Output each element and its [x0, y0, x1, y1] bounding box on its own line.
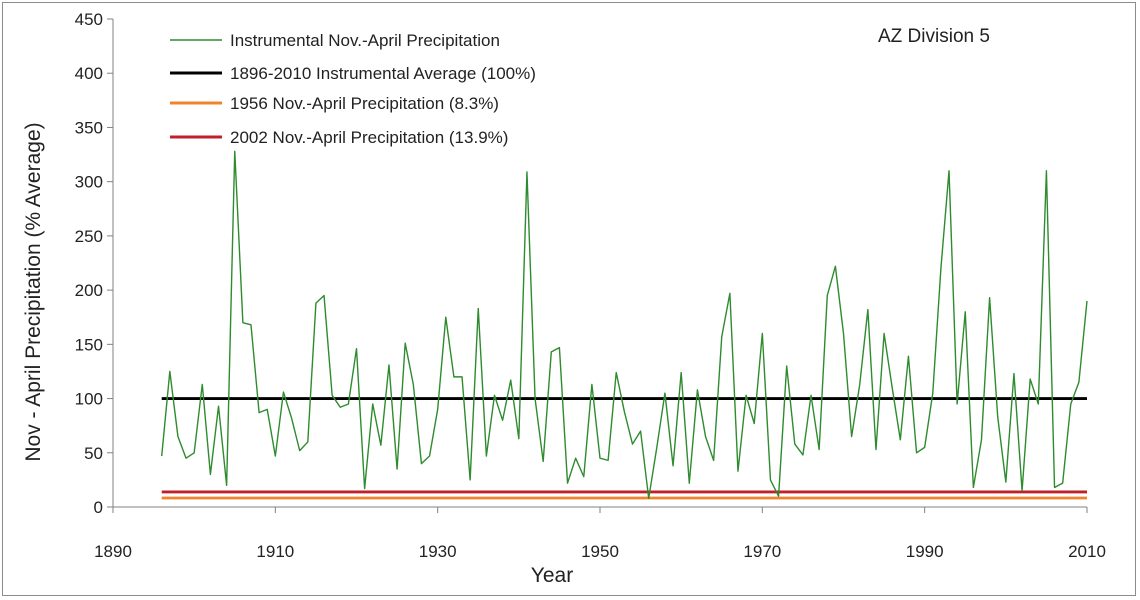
- legend-label: Instrumental Nov.-April Precipitation: [230, 31, 500, 50]
- x-axis-title: Year: [531, 564, 573, 587]
- legend-label: 1896-2010 Instrumental Average (100%): [230, 64, 536, 83]
- x-axis-ticks: 1890 1910 1930 1950 1970 1990 2010: [94, 507, 1106, 561]
- y-tick-label: 450: [75, 10, 103, 29]
- x-tick-label: 1990: [906, 542, 944, 561]
- y-tick-label: 0: [94, 498, 103, 517]
- series-lines: [161, 150, 1088, 500]
- x-tick-label: 1930: [419, 542, 457, 561]
- axes: [112, 19, 1087, 508]
- x-tick-label: 1950: [581, 542, 619, 561]
- x-tick-label: 1910: [256, 542, 294, 561]
- x-tick-label: 1970: [743, 542, 781, 561]
- legend-label: 1956 Nov.-April Precipitation (8.3%): [230, 94, 499, 113]
- y-axis-ticks: 0 50 100 150 200 250 300 350 400 450: [75, 10, 113, 517]
- y-tick-label: 300: [75, 173, 103, 192]
- region-annotation: AZ Division 5: [878, 26, 990, 47]
- y-tick-label: 350: [75, 118, 103, 137]
- y-axis-title: Nov - April Precipitation (% Average): [22, 122, 45, 461]
- y-tick-label: 100: [75, 390, 103, 409]
- y-tick-label: 400: [75, 64, 103, 83]
- legend-label: 2002 Nov.-April Precipitation (13.9%): [230, 128, 508, 147]
- y-tick-label: 50: [84, 444, 103, 463]
- y-tick-label: 150: [75, 335, 103, 354]
- y-tick-label: 200: [75, 281, 103, 300]
- x-tick-label: 2010: [1068, 542, 1106, 561]
- x-tick-label: 1890: [94, 542, 132, 561]
- y-tick-label: 250: [75, 227, 103, 246]
- legend: Instrumental Nov.-April Precipitation 189…: [170, 31, 536, 147]
- precip-series-line: [161, 150, 1088, 500]
